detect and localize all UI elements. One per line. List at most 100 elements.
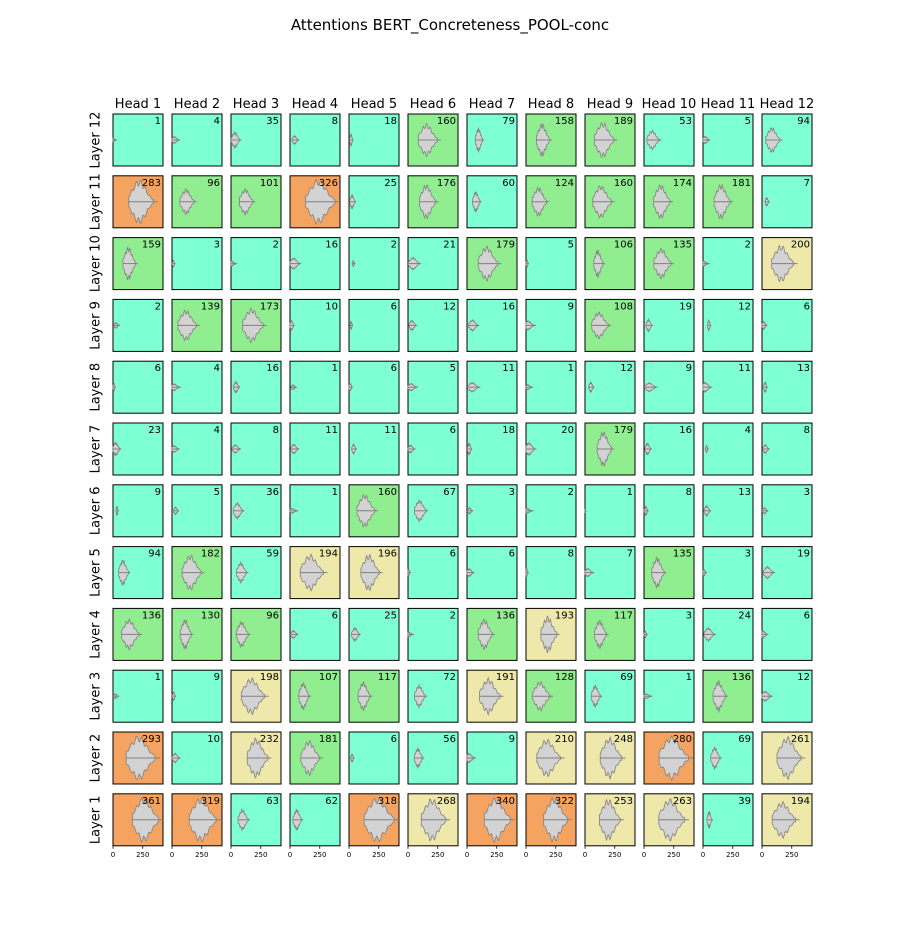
count-label: 2	[450, 610, 456, 621]
x-tick-label: 0	[465, 851, 469, 859]
count-label: 12	[620, 363, 633, 374]
x-tick-label: 250	[136, 851, 149, 859]
count-label: 6	[391, 301, 397, 312]
subplot-panel	[702, 298, 754, 352]
count-label: 322	[555, 796, 574, 807]
count-label: 1	[568, 363, 574, 374]
count-label: 20	[561, 425, 574, 436]
count-label: 23	[148, 425, 161, 436]
x-tick-label: 250	[490, 851, 503, 859]
count-label: 182	[201, 549, 220, 560]
count-label: 3	[509, 487, 515, 498]
count-label: 69	[738, 734, 751, 745]
subplot-panel	[643, 237, 695, 291]
count-label: 107	[319, 672, 338, 683]
subplot-panel	[702, 422, 754, 476]
count-label: 189	[614, 116, 633, 127]
count-label: 135	[673, 549, 692, 560]
count-label: 2	[155, 301, 161, 312]
count-label: 4	[745, 425, 751, 436]
count-label: 6	[391, 363, 397, 374]
subplot-panel	[348, 360, 400, 414]
count-label: 8	[568, 549, 574, 560]
count-label: 179	[614, 425, 633, 436]
subplot-panel	[643, 422, 695, 476]
subplot-panel	[466, 484, 518, 538]
count-label: 10	[207, 734, 220, 745]
row-label: Layer 12	[89, 112, 104, 169]
subplot-panel	[702, 113, 754, 167]
count-label: 35	[266, 116, 279, 127]
chart-title: Attentions BERT_Concreteness_POOL-conc	[290, 16, 610, 34]
count-label: 12	[797, 672, 810, 683]
column-label: Head 4	[292, 97, 338, 112]
count-label: 6	[391, 734, 397, 745]
row-label: Layer 5	[89, 548, 104, 597]
count-label: 60	[502, 178, 515, 189]
count-label: 174	[673, 178, 692, 189]
count-label: 173	[260, 301, 279, 312]
count-label: 25	[384, 610, 397, 621]
count-label: 18	[384, 116, 397, 127]
x-tick-label: 0	[583, 851, 587, 859]
count-label: 361	[142, 796, 161, 807]
x-tick-label: 250	[195, 851, 208, 859]
row-label: Layer 10	[89, 235, 104, 292]
x-tick-label: 250	[726, 851, 739, 859]
count-label: 3	[686, 610, 692, 621]
count-label: 5	[745, 116, 751, 127]
subplot-panel	[171, 669, 223, 723]
count-label: 1	[155, 672, 161, 683]
count-label: 4	[214, 116, 220, 127]
subplot-panel	[584, 484, 636, 538]
count-label: 12	[738, 301, 751, 312]
x-tick-label: 250	[667, 851, 680, 859]
x-tick-label: 0	[170, 851, 174, 859]
count-label: 53	[679, 116, 692, 127]
subplot-panel	[702, 546, 754, 600]
count-label: 7	[804, 178, 810, 189]
count-label: 117	[614, 610, 633, 621]
count-label: 11	[502, 363, 515, 374]
x-tick-label: 250	[549, 851, 562, 859]
subplot-panel	[112, 298, 164, 352]
x-tick-label: 250	[372, 851, 385, 859]
count-label: 124	[555, 178, 574, 189]
count-label: 181	[319, 734, 338, 745]
count-label: 36	[266, 487, 279, 498]
subplot-panel	[466, 360, 518, 414]
count-label: 194	[319, 549, 338, 560]
count-label: 3	[214, 240, 220, 251]
subplot-panel	[466, 607, 518, 661]
subplot-panel	[289, 484, 341, 538]
subplot-panel	[761, 607, 813, 661]
column-label: Head 10	[642, 97, 697, 112]
subplot-panel	[525, 360, 577, 414]
subplot-panel	[702, 237, 754, 291]
count-label: 25	[384, 178, 397, 189]
count-label: 4	[214, 425, 220, 436]
row-label: Layer 6	[89, 486, 104, 535]
count-label: 5	[568, 240, 574, 251]
count-label: 261	[791, 734, 810, 745]
column-label: Head 9	[587, 97, 633, 112]
count-label: 9	[155, 487, 161, 498]
count-label: 3	[804, 487, 810, 498]
count-label: 1	[686, 672, 692, 683]
count-label: 3	[745, 549, 751, 560]
row-label: Layer 11	[89, 173, 104, 230]
count-label: 11	[325, 425, 338, 436]
subplot-panel	[112, 113, 164, 167]
subplot-panel	[525, 484, 577, 538]
x-tick-label: 250	[785, 851, 798, 859]
subplot-panel	[289, 360, 341, 414]
count-label: 79	[502, 116, 515, 127]
count-label: 94	[797, 116, 810, 127]
count-label: 21	[443, 240, 456, 251]
column-label: Head 5	[351, 97, 397, 112]
count-label: 12	[443, 301, 456, 312]
subplot-panel	[525, 546, 577, 600]
column-label: Head 6	[410, 97, 456, 112]
x-tick-label: 250	[254, 851, 267, 859]
count-label: 158	[555, 116, 574, 127]
